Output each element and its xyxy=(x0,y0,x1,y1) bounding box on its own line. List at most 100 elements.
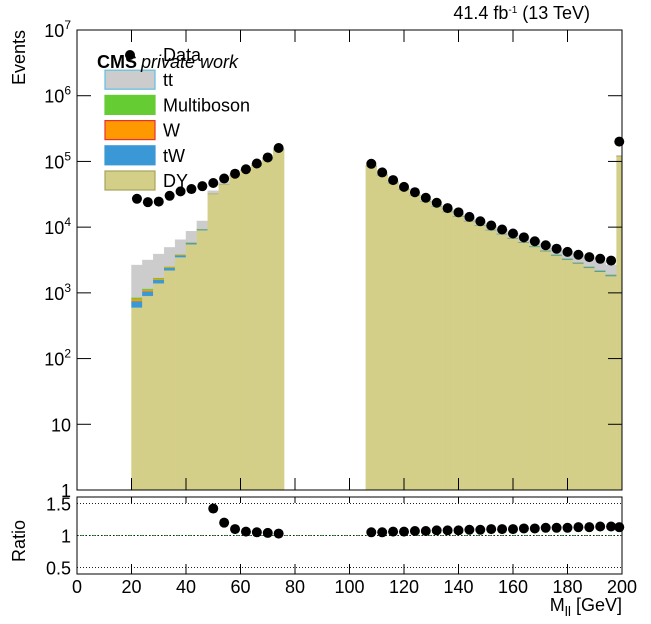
legend-swatch xyxy=(105,121,155,140)
legend-swatch xyxy=(105,146,155,165)
stack-segment xyxy=(219,184,230,490)
ratio-point xyxy=(508,524,518,534)
data-point xyxy=(399,182,409,192)
stack-segment xyxy=(573,263,584,490)
stack-segment xyxy=(273,150,284,490)
y-tick-label: 106 xyxy=(44,84,71,107)
data-point xyxy=(519,232,529,242)
ratio-point xyxy=(388,527,398,537)
y-tick-label: 102 xyxy=(44,347,71,370)
stack-segment xyxy=(388,183,399,490)
y-tick-label: 107 xyxy=(44,18,71,41)
data-point xyxy=(606,256,616,266)
stack-segment xyxy=(606,265,617,274)
stack-segment xyxy=(486,230,497,490)
y-axis-label: Ratio xyxy=(9,520,29,562)
data-point xyxy=(219,173,229,183)
stack-segment xyxy=(153,283,164,490)
stack-segment xyxy=(142,290,153,292)
legend-swatch xyxy=(105,95,155,114)
data-point xyxy=(541,240,551,250)
legend-label: tt xyxy=(163,70,173,90)
stack-segment xyxy=(197,221,208,229)
data-point xyxy=(443,203,453,213)
data-point xyxy=(432,198,442,208)
legend-swatch xyxy=(105,171,155,190)
ratio-point xyxy=(519,523,529,533)
ratio-point xyxy=(486,524,496,534)
data-point xyxy=(154,197,164,207)
ratio-point xyxy=(432,525,442,535)
ratio-point xyxy=(410,526,420,536)
stack-segment xyxy=(420,202,431,490)
ratio-point xyxy=(552,523,562,533)
stack-segment xyxy=(366,166,377,490)
x-label-suffix: [GeV] xyxy=(571,595,622,615)
ratio-point xyxy=(443,525,453,535)
x-tick-label: 40 xyxy=(176,577,196,597)
stack-segment xyxy=(164,270,175,490)
stack-segment xyxy=(475,226,486,490)
ratio-point xyxy=(208,504,218,514)
stack-segment xyxy=(142,260,153,289)
x-tick-label: 60 xyxy=(230,577,250,597)
x-tick-label: 160 xyxy=(498,577,528,597)
stack-segment xyxy=(197,230,208,490)
stack-segment xyxy=(186,231,197,242)
stack-segment xyxy=(453,217,464,490)
data-point xyxy=(263,152,273,162)
stack-segment xyxy=(175,257,186,490)
stack-segment xyxy=(529,247,540,490)
x-tick-label: 120 xyxy=(389,577,419,597)
stack-segment xyxy=(241,171,252,490)
stack-segment xyxy=(377,175,388,490)
ratio-point xyxy=(421,526,431,536)
x-label-main: M xyxy=(550,595,565,615)
stack-segment xyxy=(595,272,606,490)
ratio-point xyxy=(584,522,594,532)
legend-label: Multiboson xyxy=(163,95,250,115)
ratio-point xyxy=(274,529,284,539)
x-tick-label: 20 xyxy=(121,577,141,597)
data-point xyxy=(595,254,605,264)
stack-segment xyxy=(142,291,153,296)
ratio-point xyxy=(230,524,240,534)
y-tick-base: 10 xyxy=(44,152,64,172)
stack-segment xyxy=(132,265,143,297)
data-point xyxy=(563,247,573,257)
y-tick-base: 10 xyxy=(44,21,64,41)
y-tick-exp: 2 xyxy=(64,347,71,361)
data-point xyxy=(573,250,583,260)
data-point xyxy=(241,164,251,174)
data-point xyxy=(475,216,485,226)
stack-segment xyxy=(132,307,143,490)
stack-segment xyxy=(551,256,562,490)
y-tick-base: 10 xyxy=(44,218,64,238)
data-point xyxy=(614,137,624,147)
stack-segment xyxy=(164,268,175,270)
x-tick-label: 180 xyxy=(552,577,582,597)
stack-segment xyxy=(251,165,262,490)
data-point xyxy=(530,236,540,246)
data-point xyxy=(464,212,474,222)
ratio-point xyxy=(541,523,551,533)
legend-label: tW xyxy=(163,146,185,166)
legend-label: DY xyxy=(163,171,188,191)
data-point xyxy=(410,187,420,197)
stack-segment xyxy=(409,196,420,490)
x-tick-label: 80 xyxy=(285,577,305,597)
stack-segment xyxy=(617,156,622,490)
data-point xyxy=(366,159,376,169)
x-axis-label: Mll [GeV] xyxy=(550,595,622,619)
data-point xyxy=(486,220,496,230)
data-point xyxy=(230,169,240,179)
y-tick-label: 0.5 xyxy=(46,559,71,579)
ratio-point xyxy=(614,522,624,532)
x-tick-label: 0 xyxy=(72,577,82,597)
ratio-point xyxy=(475,525,485,535)
y-tick-label: 1 xyxy=(61,527,71,547)
stack-segment xyxy=(399,190,410,490)
data-point xyxy=(454,207,464,217)
data-point xyxy=(165,191,175,201)
